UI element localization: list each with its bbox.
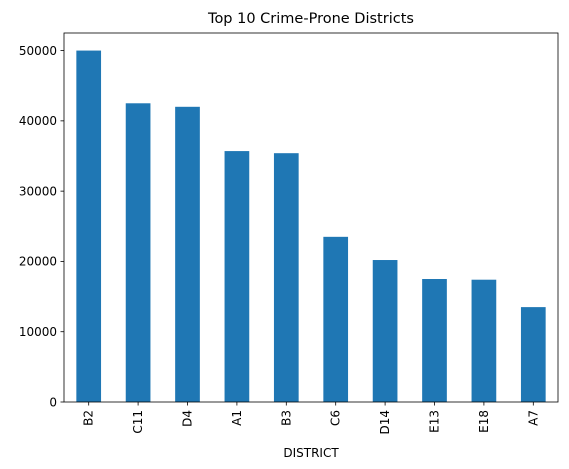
x-tick-label: E13 xyxy=(428,410,442,433)
bar-c6 xyxy=(323,236,349,402)
bar-a1 xyxy=(224,151,250,402)
y-axis: 0 10000 20000 30000 40000 50000 xyxy=(19,44,64,409)
bars-group xyxy=(76,50,546,403)
y-tick-label: 10000 xyxy=(19,325,57,339)
bar-e13 xyxy=(422,279,447,402)
bar-c11 xyxy=(125,103,151,403)
y-tick-label: 20000 xyxy=(19,255,57,269)
plot-frame xyxy=(63,32,559,403)
x-tick-label: C6 xyxy=(329,410,343,426)
x-tick-label: A1 xyxy=(230,410,244,426)
x-tick-label: D14 xyxy=(378,410,392,435)
x-tick-label: B3 xyxy=(279,410,293,426)
x-tick-label: A7 xyxy=(526,410,540,426)
x-tick-label: B2 xyxy=(82,410,96,426)
chart-title: Top 10 Crime-Prone Districts xyxy=(207,11,414,27)
bar-d14 xyxy=(372,260,398,402)
x-axis: B2 C11 D4 A1 B3 C6 D14 E13 E18 A7 xyxy=(82,402,540,435)
x-tick-label: C11 xyxy=(131,410,145,434)
y-tick-label: 40000 xyxy=(19,114,57,128)
x-axis-label: DISTRICT xyxy=(283,446,339,460)
y-tick-label: 30000 xyxy=(19,184,57,198)
x-tick-label: E18 xyxy=(477,410,491,433)
bar-b3 xyxy=(273,153,299,402)
bar-d4 xyxy=(175,106,200,403)
y-tick-label: 50000 xyxy=(19,44,57,58)
x-tick-label: D4 xyxy=(181,410,195,427)
bar-a7 xyxy=(520,307,546,402)
bar-e18 xyxy=(471,279,497,402)
y-tick-label: 0 xyxy=(49,395,57,409)
bar-b2 xyxy=(76,50,102,402)
